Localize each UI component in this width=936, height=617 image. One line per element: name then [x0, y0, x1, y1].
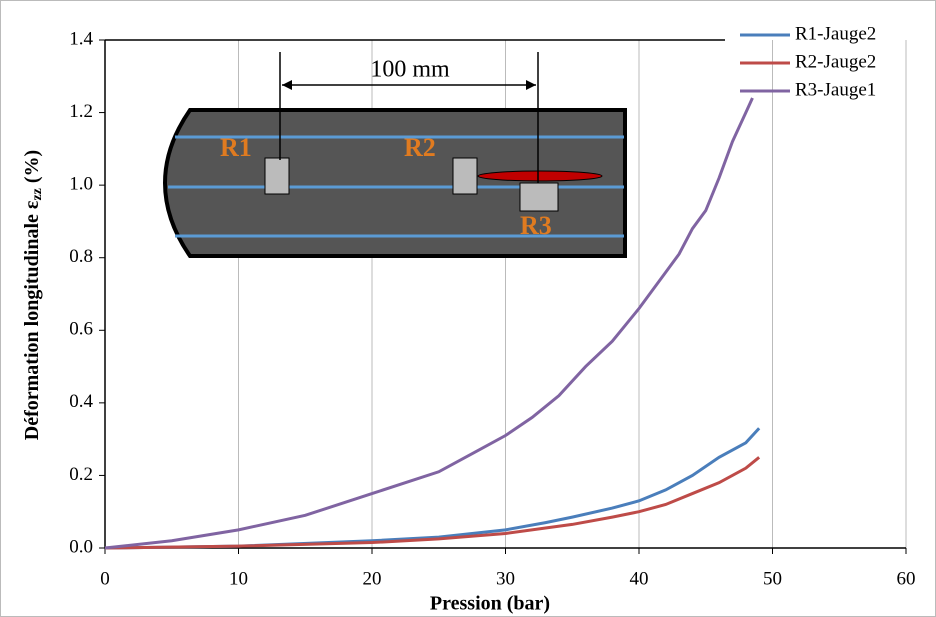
- x-tick-label: 30: [496, 568, 515, 589]
- gauge-label: R2: [404, 133, 436, 162]
- series-line: [104, 456, 761, 550]
- inset-diagram: 100 mm R1 R2 R3: [162, 52, 627, 258]
- legend-label: R3-Jauge1: [795, 79, 876, 100]
- plot-area: 0 10 20 30 40 50 60 0.0 0.2 0.4 0.6 0.8 1.0 1.2 1.4: [69, 28, 915, 589]
- y-tick-label: 0.4: [69, 391, 93, 412]
- y-axis-label-main: Déformation longitudinale ε: [21, 200, 43, 440]
- y-axis-label-unit: (%): [21, 150, 43, 188]
- gauge-label: R1: [220, 133, 252, 162]
- x-axis-label: Pression (bar): [430, 593, 550, 615]
- y-axis-label-sub: zz: [30, 188, 45, 200]
- legend-label: R2-Jauge2: [795, 51, 876, 72]
- legend-label: R1-Jauge2: [795, 23, 876, 44]
- y-tick-label: 1.4: [69, 28, 93, 49]
- x-tick-label: 60: [897, 568, 916, 589]
- x-tick-label: 40: [630, 568, 649, 589]
- y-tick-label: 1.2: [69, 101, 93, 122]
- gauge-label: R3: [520, 211, 552, 240]
- x-tick-label: 0: [100, 568, 110, 589]
- y-tick-label: 0.0: [69, 536, 93, 557]
- y-tick-label: 0.2: [69, 464, 93, 485]
- x-tick-label: 10: [229, 568, 248, 589]
- y-tick-label: 0.6: [69, 319, 93, 340]
- x-tick-label: 50: [763, 568, 782, 589]
- x-tick-label: 20: [363, 568, 382, 589]
- gauges: [264, 157, 559, 212]
- series-line: [104, 427, 761, 550]
- dimension-label: 100 mm: [370, 57, 450, 83]
- series-line: [104, 97, 754, 550]
- y-axis-label: Déformation longitudinale εzz (%): [21, 150, 46, 440]
- y-tick-label: 0.8: [69, 246, 93, 267]
- y-tick-label: 1.0: [69, 174, 93, 195]
- defect: [477, 170, 603, 182]
